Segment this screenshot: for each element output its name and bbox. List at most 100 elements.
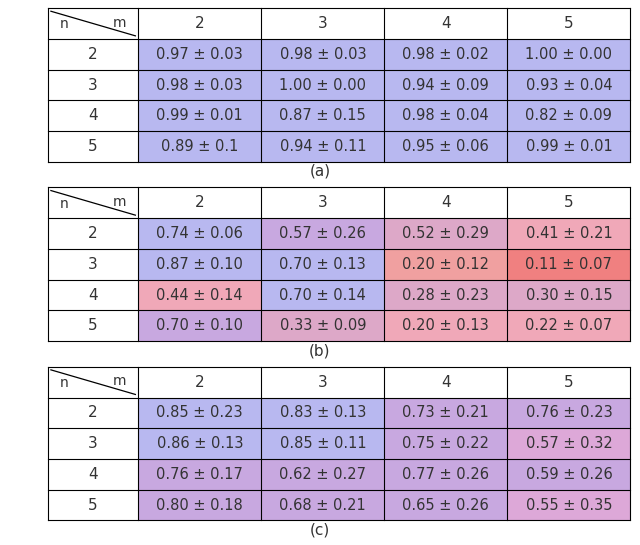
Bar [48,218,138,249]
Text: (c): (c) [310,523,330,537]
Text: 3: 3 [88,257,98,272]
Text: 0.95 ± 0.06: 0.95 ± 0.06 [403,139,489,154]
Bar [138,39,261,70]
Bar [385,131,508,162]
Text: 0.97 ± 0.03: 0.97 ± 0.03 [156,47,243,62]
Text: 0.57 ± 0.26: 0.57 ± 0.26 [280,226,366,241]
Bar [48,280,138,311]
Text: n: n [60,197,68,210]
Bar [508,311,630,341]
Text: 1.00 ± 0.00: 1.00 ± 0.00 [279,77,366,93]
Text: 0.76 ± 0.23: 0.76 ± 0.23 [525,405,612,420]
Bar [48,428,138,459]
Bar [138,8,261,39]
Bar [508,490,630,520]
Bar [48,8,138,39]
Bar [385,459,508,490]
Text: 0.83 ± 0.13: 0.83 ± 0.13 [280,405,366,420]
Text: (b): (b) [309,343,331,358]
Text: 0.85 ± 0.23: 0.85 ± 0.23 [156,405,243,420]
Text: 2: 2 [88,405,98,420]
Bar [508,428,630,459]
Bar [261,490,385,520]
Bar [385,100,508,131]
Bar [48,131,138,162]
Text: 4: 4 [88,288,98,302]
Text: 3: 3 [318,195,328,210]
Text: 5: 5 [564,16,573,31]
Bar [261,39,385,70]
Bar [261,459,385,490]
Text: 3: 3 [318,16,328,31]
Text: 4: 4 [441,16,451,31]
Text: 2: 2 [195,195,205,210]
Text: m: m [113,374,127,389]
Bar [385,490,508,520]
Text: 2: 2 [195,16,205,31]
Bar [138,218,261,249]
Text: 4: 4 [88,108,98,123]
Bar [508,8,630,39]
Bar [385,249,508,280]
Bar [48,249,138,280]
Bar [508,367,630,397]
Text: 0.30 ± 0.15: 0.30 ± 0.15 [525,288,612,302]
Bar [508,39,630,70]
Text: 0.98 ± 0.03: 0.98 ± 0.03 [156,77,243,93]
Bar [261,397,385,428]
Bar [508,459,630,490]
Text: 0.11 ± 0.07: 0.11 ± 0.07 [525,257,612,272]
Text: 3: 3 [318,374,328,390]
Text: 0.87 ± 0.15: 0.87 ± 0.15 [280,108,366,123]
Text: 1.00 ± 0.00: 1.00 ± 0.00 [525,47,612,62]
Bar [48,70,138,100]
Bar [138,100,261,131]
Bar [138,187,261,218]
Text: m: m [113,195,127,209]
Text: 0.44 ± 0.14: 0.44 ± 0.14 [156,288,243,302]
Bar [261,100,385,131]
Text: 0.65 ± 0.26: 0.65 ± 0.26 [403,498,489,513]
Text: 0.85 ± 0.11: 0.85 ± 0.11 [280,436,366,451]
Text: 0.77 ± 0.26: 0.77 ± 0.26 [403,467,490,482]
Bar [138,70,261,100]
Text: 5: 5 [88,318,98,334]
Text: 0.70 ± 0.13: 0.70 ± 0.13 [280,257,366,272]
Text: 0.74 ± 0.06: 0.74 ± 0.06 [156,226,243,241]
Bar [508,218,630,249]
Bar [261,428,385,459]
Text: 0.75 ± 0.22: 0.75 ± 0.22 [403,436,490,451]
Bar [508,397,630,428]
Text: 0.28 ± 0.23: 0.28 ± 0.23 [403,288,489,302]
Bar [48,367,138,397]
Bar [261,8,385,39]
Text: 0.70 ± 0.14: 0.70 ± 0.14 [280,288,366,302]
Bar [385,39,508,70]
Bar [261,311,385,341]
Bar [385,70,508,100]
Text: m: m [113,16,127,30]
Text: 0.99 ± 0.01: 0.99 ± 0.01 [525,139,612,154]
Bar [261,249,385,280]
Text: 0.62 ± 0.27: 0.62 ± 0.27 [279,467,366,482]
Text: 3: 3 [88,436,98,451]
Text: 4: 4 [441,374,451,390]
Bar [508,187,630,218]
Bar [48,187,138,218]
Bar [385,218,508,249]
Bar [385,187,508,218]
Text: 0.80 ± 0.18: 0.80 ± 0.18 [156,498,243,513]
Text: 0.86 ± 0.13: 0.86 ± 0.13 [157,436,243,451]
Bar [138,311,261,341]
Bar [261,131,385,162]
Bar [385,397,508,428]
Text: 0.68 ± 0.21: 0.68 ± 0.21 [280,498,366,513]
Text: 0.20 ± 0.13: 0.20 ± 0.13 [403,318,489,334]
Bar [508,100,630,131]
Text: 2: 2 [88,226,98,241]
Bar [508,131,630,162]
Bar [138,397,261,428]
Bar [138,428,261,459]
Text: 0.99 ± 0.01: 0.99 ± 0.01 [156,108,243,123]
Bar [261,367,385,397]
